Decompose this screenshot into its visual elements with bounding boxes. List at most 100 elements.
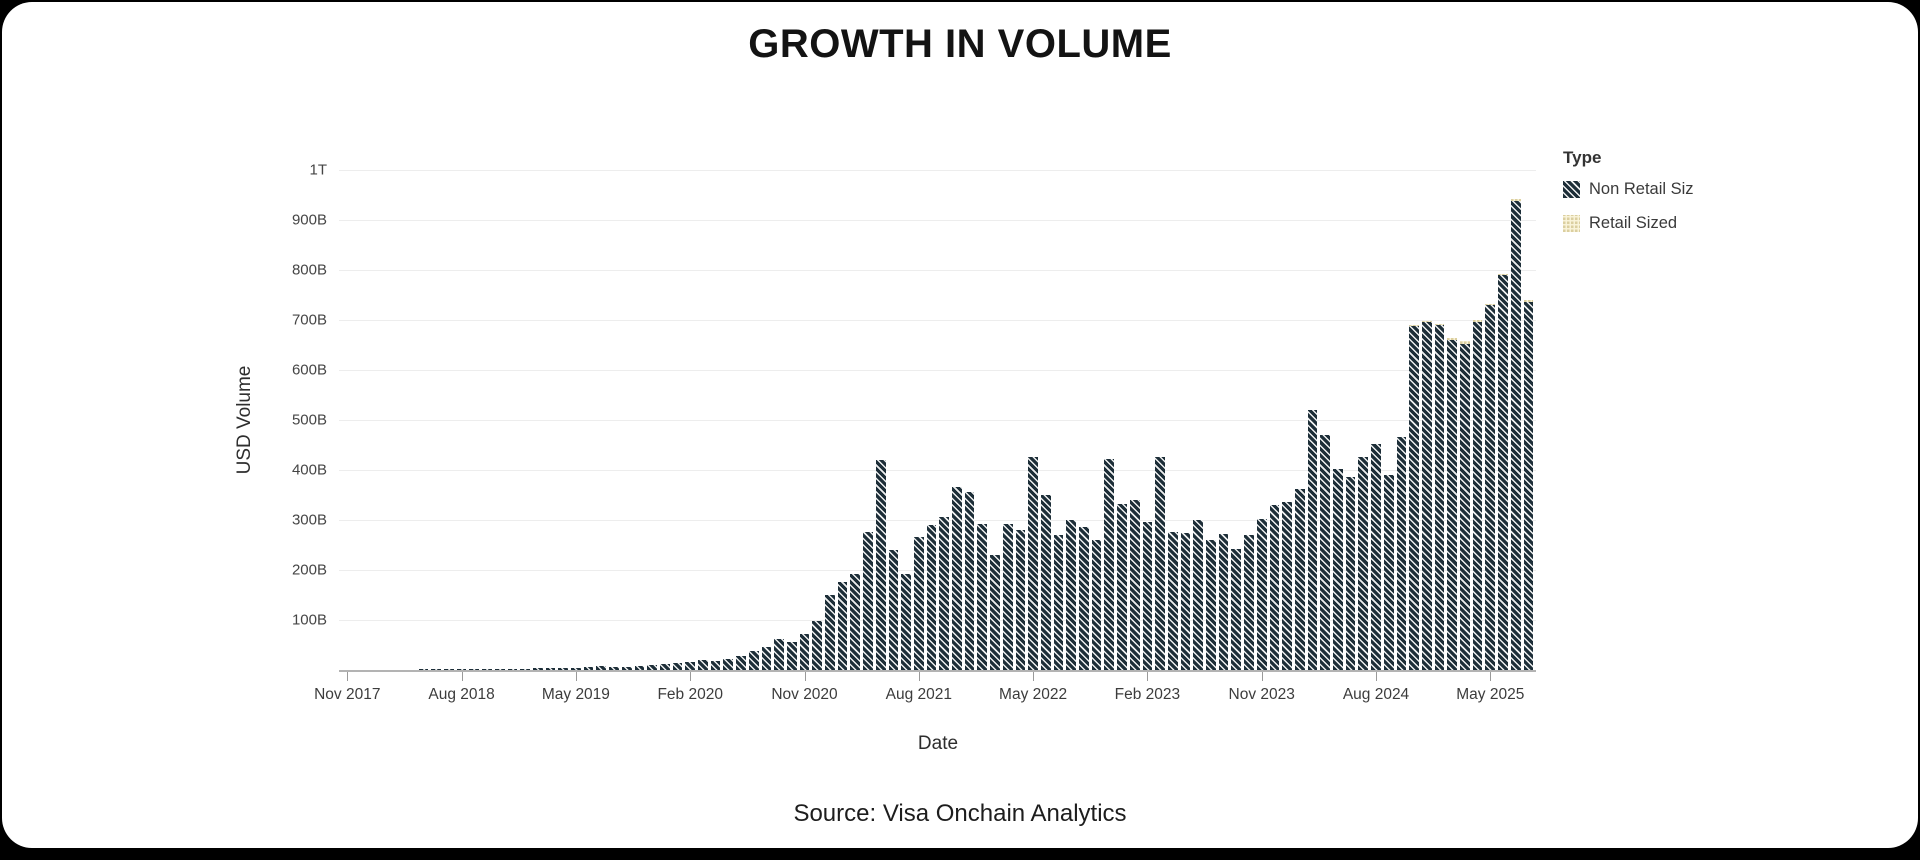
bar-non-retail-segment [393, 669, 403, 670]
bar-non-retail-segment [1104, 458, 1115, 670]
bar [990, 555, 1000, 670]
bar [786, 641, 797, 670]
bar-non-retail-segment [1485, 305, 1496, 670]
gridline [339, 370, 1536, 371]
bar-non-retail-segment [1155, 456, 1165, 670]
bar-non-retail-segment [507, 668, 518, 670]
bar-retail-segment [1447, 337, 1458, 340]
bar-non-retail-segment [977, 523, 988, 670]
bar [913, 536, 924, 670]
bar [571, 667, 581, 670]
bar-non-retail-segment [1472, 321, 1483, 670]
bar [418, 669, 429, 670]
bar [444, 669, 454, 670]
bar [469, 669, 480, 670]
bar [698, 660, 708, 670]
bar-non-retail-segment [837, 581, 848, 670]
x-axis-title: Date [917, 733, 959, 754]
bar-non-retail-segment [926, 525, 937, 670]
bar-non-retail-segment [1053, 535, 1064, 670]
bar [431, 669, 442, 670]
bar [532, 668, 543, 670]
bar-non-retail-segment [748, 651, 759, 670]
bar [494, 668, 505, 670]
y-tick-label: 300B [291, 511, 327, 529]
bar-non-retail-segment [939, 516, 950, 670]
bar [736, 655, 746, 670]
bar [609, 666, 619, 670]
bar-non-retail-segment [545, 668, 556, 670]
bar [1409, 325, 1419, 670]
bar-non-retail-segment [1421, 321, 1432, 670]
bar-non-retail-segment [355, 669, 365, 670]
bar-non-retail-segment [1066, 520, 1077, 670]
bar-retail-segment [1472, 320, 1483, 322]
source-caption: Source: Visa Onchain Analytics [793, 800, 1127, 827]
y-tick-label: 600B [291, 361, 327, 379]
bar-non-retail-segment [672, 662, 683, 670]
bar-non-retail-segment [380, 669, 391, 670]
bar [939, 516, 950, 670]
y-tick-label: 400B [291, 461, 327, 479]
y-tick-label: 800B [291, 261, 327, 279]
bar [1282, 501, 1292, 670]
legend-item-retail: Retail Sized [1563, 214, 1694, 233]
bar [520, 668, 530, 670]
bar-non-retail-segment [571, 667, 581, 670]
x-tick-label: Feb 2020 [657, 686, 723, 703]
bar-non-retail-segment [1434, 325, 1445, 670]
bar-non-retail-segment [1409, 326, 1419, 670]
x-tick-mark [690, 672, 692, 681]
bar-non-retail-segment [1460, 343, 1470, 670]
bar-non-retail-segment [685, 661, 696, 670]
bar [1269, 505, 1280, 670]
bar-non-retail-segment [799, 633, 810, 670]
x-axis-line [339, 670, 1536, 672]
bar-non-retail-segment [456, 669, 467, 670]
bar [1066, 520, 1077, 670]
bar-non-retail-segment [405, 669, 416, 670]
y-tick-label: 500B [291, 411, 327, 429]
gridline [339, 470, 1536, 471]
bar [405, 669, 416, 670]
bar [875, 460, 886, 670]
bar-non-retail-segment [1244, 535, 1254, 670]
bar-retail-segment [1485, 303, 1496, 305]
bar-non-retail-segment [520, 668, 530, 670]
bar-non-retail-segment [1396, 436, 1407, 670]
bar [507, 668, 518, 670]
bar [1231, 548, 1242, 670]
bar-non-retail-segment [1345, 476, 1356, 670]
bar-non-retail-segment [850, 573, 861, 670]
bar-non-retail-segment [1333, 468, 1343, 670]
x-tick-label: May 2025 [1456, 686, 1525, 703]
bar [621, 666, 632, 670]
bar [850, 573, 861, 670]
bar [825, 595, 835, 670]
bar [1434, 323, 1445, 670]
x-tick-label: Nov 2020 [771, 686, 838, 703]
bar [672, 662, 683, 670]
bar-non-retail-segment [1129, 500, 1140, 670]
bar-non-retail-segment [736, 655, 746, 670]
bar [367, 669, 378, 670]
bar [596, 666, 607, 670]
bar-non-retail-segment [1294, 488, 1305, 670]
legend-title: Type [1563, 148, 1602, 167]
bar-non-retail-segment [342, 669, 353, 670]
bar [456, 669, 467, 670]
legend-item-label: Non Retail Siz [1589, 180, 1694, 198]
bar [812, 621, 823, 670]
gridline [339, 270, 1536, 271]
chart-legend: Type Non Retail Siz Retail Sized [1563, 148, 1694, 248]
bar [1333, 468, 1343, 670]
bar-non-retail-segment [469, 669, 480, 670]
bar-non-retail-segment [964, 491, 975, 670]
bar-non-retail-segment [634, 666, 645, 670]
bar-non-retail-segment [1206, 540, 1216, 670]
bar-non-retail-segment [482, 669, 492, 670]
bar [1447, 337, 1458, 670]
gridline [339, 620, 1536, 621]
bar-non-retail-segment [761, 646, 772, 670]
